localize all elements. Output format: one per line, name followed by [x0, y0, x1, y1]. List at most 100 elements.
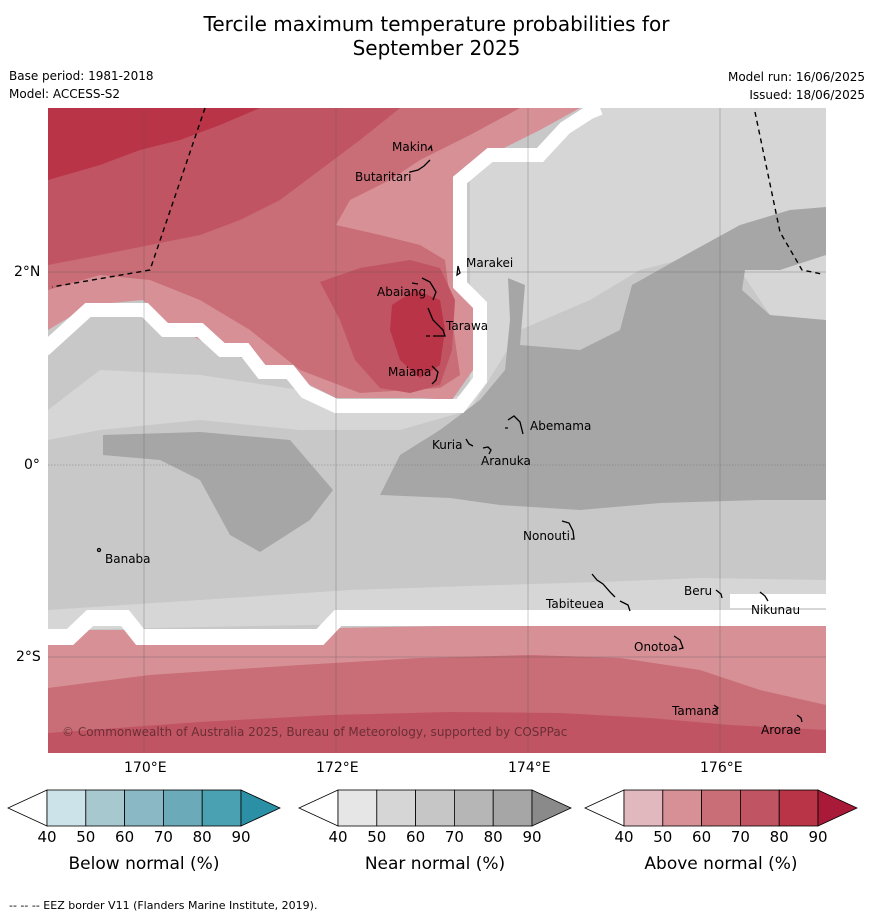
- label-beru: Beru: [684, 584, 712, 598]
- colorbar-1-bin-4: [492, 789, 533, 827]
- colorbar-0-bin-0: [46, 789, 87, 827]
- label-banaba: Banaba: [105, 552, 151, 566]
- island-makin: [427, 144, 433, 152]
- label-abemama: Abemama: [530, 419, 591, 433]
- lon-label-172e: 172°E: [316, 760, 359, 776]
- label-butaritari: Butaritari: [355, 170, 412, 184]
- model-run: Model run: 16/06/2025: [727, 70, 865, 84]
- island-banaba: [96, 547, 102, 553]
- colorbar-1-tick-3: 70: [444, 828, 464, 846]
- colorbar-1-tick-4: 80: [483, 828, 503, 846]
- colorbar-0-high-extend: [240, 789, 281, 827]
- colorbar-2-high-extend: [817, 789, 858, 827]
- title-line-2: September 2025: [352, 36, 521, 60]
- colorbar-1-tick-5: 90: [522, 828, 542, 846]
- footnote-eez: -- -- -- EEZ border V11 (Flanders Marine…: [9, 899, 318, 912]
- label-abaiang: Abaiang: [377, 285, 426, 299]
- colorbar-0-bin-3: [162, 789, 203, 827]
- island-tabiteuea: [591, 573, 631, 612]
- near-normal-light-north: [48, 108, 826, 440]
- colorbar-2-bin-2: [701, 789, 741, 827]
- eez-border-west: [51, 107, 206, 288]
- colorbar-1-tick-1: 50: [367, 828, 387, 846]
- island-arorae: [796, 714, 803, 723]
- colorbar-0-bin-2: [124, 789, 164, 827]
- above-normal-north-80: [48, 108, 260, 180]
- island-butaritari: [409, 159, 431, 173]
- graticule: [48, 108, 826, 753]
- colorbar-0-bin-4: [201, 789, 242, 827]
- colorbar-2-bin-3: [740, 789, 780, 827]
- white-band-south: [48, 610, 826, 645]
- colorbar-0-tick-1: 50: [76, 828, 96, 846]
- probability-shading: [48, 108, 826, 753]
- chart-title: Tercile maximum temperature probabilitie…: [0, 12, 873, 60]
- colorbar-1-bin-0: [337, 789, 378, 827]
- colorbar-2-tick-4: 80: [769, 828, 789, 846]
- base-period: Base period: 1981-2018: [9, 69, 154, 83]
- colorbar-2-tick-5: 90: [808, 828, 828, 846]
- meta-left: Base period: 1981-2018 Model: ACCESS-S2: [9, 67, 154, 103]
- island-tarawa: [426, 307, 446, 337]
- label-arorae: Arorae: [761, 723, 801, 737]
- colorbar-0-label: Below normal (%): [68, 854, 220, 874]
- near-normal-core-west: [103, 432, 333, 552]
- colorbar-1-high-extend: [531, 789, 572, 827]
- colorbar-1-bin-1: [376, 789, 416, 827]
- issued-date: Issued: 18/06/2025: [749, 88, 865, 102]
- island-marakei: [456, 265, 461, 277]
- island-abaiang: [411, 277, 437, 301]
- model-name: Model: ACCESS-S2: [9, 87, 121, 101]
- colorbar-2-tick-3: 70: [730, 828, 750, 846]
- colorbar-2-tick-1: 50: [653, 828, 673, 846]
- island-outlines: [96, 144, 803, 723]
- copyright-notice: © Commonwealth of Australia 2025, Bureau…: [62, 725, 567, 739]
- colorbar-2-bin-1: [662, 789, 702, 827]
- label-aranuka: Aranuka: [481, 454, 531, 468]
- colorbar-2-bin-0: [623, 789, 664, 827]
- colorbar-0-tick-0: 40: [37, 828, 57, 846]
- colorbar-2-tick-0: 40: [614, 828, 634, 846]
- lon-label-176e: 176°E: [700, 760, 743, 776]
- colorbar-1-bin-3: [453, 789, 494, 827]
- label-onotoa: Onotoa: [634, 640, 678, 654]
- meta-right: Model run: 16/06/2025 Issued: 18/06/2025: [728, 68, 865, 104]
- colorbar-2-low-extend: [584, 789, 625, 827]
- label-maiana: Maiana: [388, 365, 431, 379]
- colorbar-1-bin-2: [415, 789, 455, 827]
- place-labels: Makin Butaritari Marakei Abaiang Tarawa …: [105, 140, 801, 737]
- colorbar-1-label: Near normal (%): [364, 854, 506, 874]
- island-maiana: [431, 365, 439, 385]
- label-tamana: Tamana: [671, 704, 719, 718]
- above-normal-tarawa-80: [390, 290, 445, 378]
- colorbar-1-tick-2: 60: [406, 828, 426, 846]
- island-onotoa: [673, 635, 684, 650]
- colorbar-2-label: Above normal (%): [644, 854, 798, 874]
- label-nonouti: Nonouti: [523, 529, 570, 543]
- label-kuria: Kuria: [432, 438, 463, 452]
- colorbar-0-tick-3: 70: [153, 828, 173, 846]
- lon-label-170e: 170°E: [124, 760, 167, 776]
- lat-label-0: 0°: [24, 457, 40, 473]
- title-line-1: Tercile maximum temperature probabilitie…: [203, 12, 670, 36]
- colorbar-2-bin-4: [778, 789, 819, 827]
- above-normal-south-70: [48, 712, 826, 753]
- eez-border: [51, 107, 823, 288]
- colorbar-2-tick-2: 60: [692, 828, 712, 846]
- label-marakei: Marakei: [466, 256, 513, 270]
- colorbar-0-tick-5: 90: [231, 828, 251, 846]
- colorbars: [7, 789, 858, 827]
- colorbar-0-tick-4: 80: [192, 828, 212, 846]
- island-aranuka: [482, 446, 492, 455]
- island-abemama: [505, 415, 524, 435]
- colorbar-0-bin-1: [85, 789, 126, 827]
- colorbar-1-tick-0: 40: [328, 828, 348, 846]
- lon-label-174e: 174°E: [508, 760, 551, 776]
- label-tarawa: Tarawa: [445, 319, 488, 333]
- island-nikunau: [759, 591, 769, 602]
- near-normal-core-east: [380, 207, 826, 510]
- island-tamana: [713, 704, 719, 712]
- island-beru: [715, 589, 723, 599]
- island-kuria: [465, 438, 474, 447]
